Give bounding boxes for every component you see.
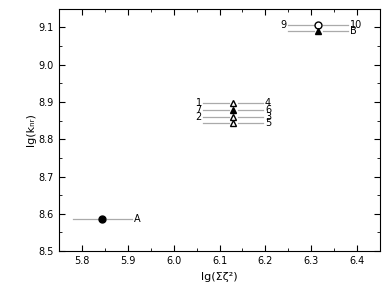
Text: 10: 10 xyxy=(350,20,362,30)
Text: B: B xyxy=(350,26,357,36)
Text: 4: 4 xyxy=(265,98,271,108)
Text: A: A xyxy=(134,214,141,225)
Text: 3: 3 xyxy=(265,112,271,122)
Text: 7: 7 xyxy=(195,105,201,115)
Y-axis label: lg(kₙᵣ): lg(kₙᵣ) xyxy=(26,114,36,146)
X-axis label: lg(Σζ²): lg(Σζ²) xyxy=(201,272,238,281)
Text: 9: 9 xyxy=(280,20,287,30)
Text: 2: 2 xyxy=(195,112,201,122)
Text: 5: 5 xyxy=(265,118,271,128)
Text: 6: 6 xyxy=(265,105,271,115)
Text: 1: 1 xyxy=(196,98,201,108)
